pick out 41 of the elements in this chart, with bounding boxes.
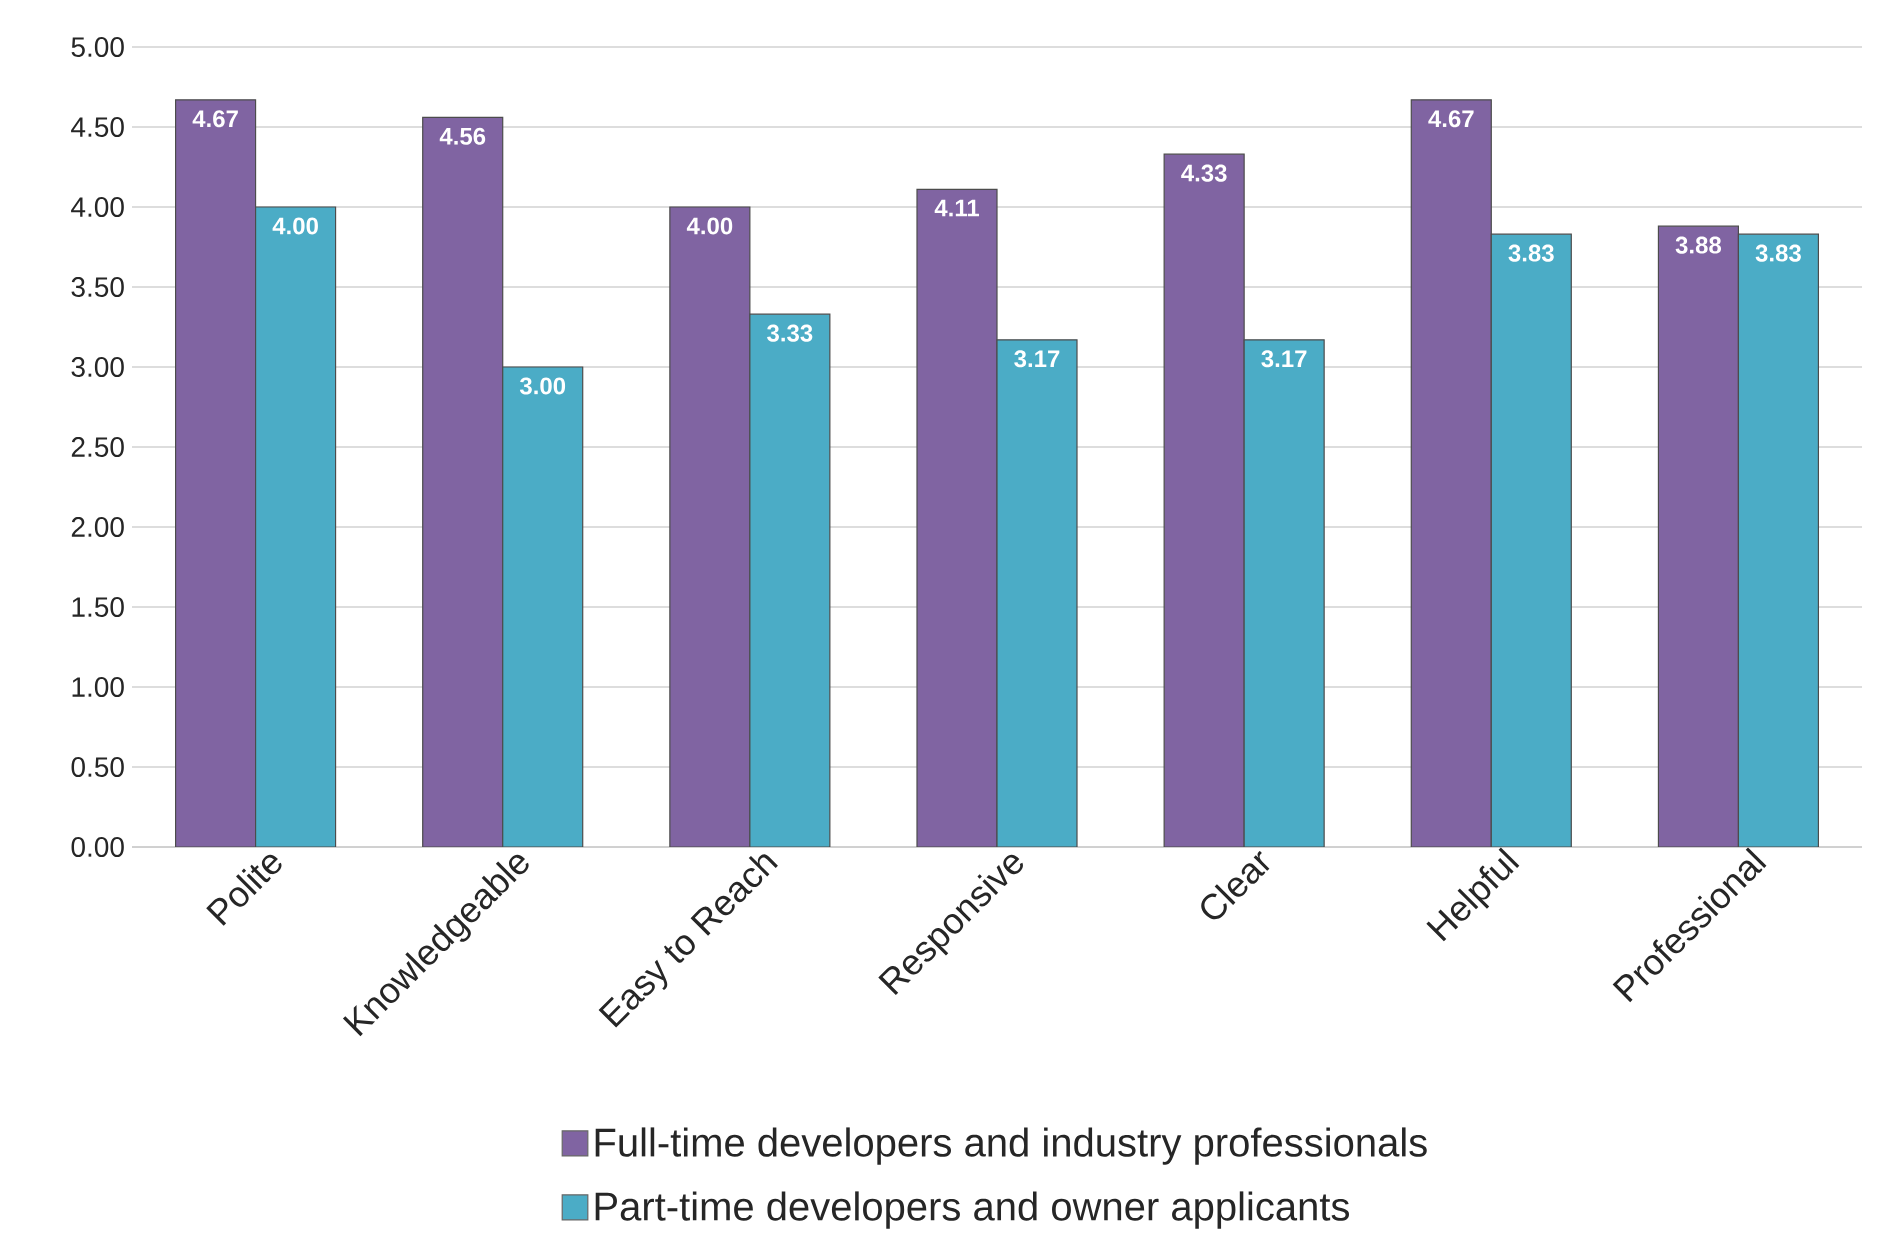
y-tick-label: 2.50 xyxy=(71,437,124,457)
bar xyxy=(1737,233,1820,847)
y-tick-label: 0.00 xyxy=(71,837,124,857)
bar xyxy=(1410,99,1492,847)
data-label: 4.00 xyxy=(272,217,318,235)
y-tick-label: 4.50 xyxy=(71,117,124,137)
bar xyxy=(174,99,257,847)
data-label: 4.33 xyxy=(1181,164,1227,182)
bar xyxy=(1243,339,1325,847)
data-label: 4.11 xyxy=(934,199,980,217)
data-label: 4.00 xyxy=(686,217,733,235)
data-label: 4.67 xyxy=(192,110,238,128)
bar xyxy=(669,206,751,847)
y-tick-label: 5.00 xyxy=(71,37,124,57)
legend-label: Full-time developers and industry professionals xyxy=(595,1127,1427,1165)
y-tick-label: 3.00 xyxy=(71,357,124,377)
data-label: 3.88 xyxy=(1675,236,1722,254)
data-label: 3.83 xyxy=(1755,244,1801,262)
bar xyxy=(502,366,584,847)
data-label: 4.67 xyxy=(1428,110,1474,128)
bar xyxy=(996,339,1078,847)
data-label: 3.17 xyxy=(1261,350,1307,368)
bar xyxy=(1163,153,1245,847)
y-tick-label: 3.50 xyxy=(71,277,124,297)
y-tick-label: 1.50 xyxy=(72,597,124,617)
data-label: 3.00 xyxy=(519,377,566,395)
y-tick-label: 2.00 xyxy=(71,517,124,537)
bar xyxy=(422,116,504,847)
data-label: 4.56 xyxy=(439,127,486,145)
y-tick-label: 1.00 xyxy=(72,677,124,697)
y-tick-label: 0.50 xyxy=(71,757,124,777)
bar xyxy=(1490,233,1572,847)
bar xyxy=(916,188,998,847)
bar xyxy=(1657,225,1740,847)
data-label: 3.33 xyxy=(767,324,813,342)
y-tick-label: 4.00 xyxy=(71,197,124,217)
data-label: 3.83 xyxy=(1508,244,1554,262)
legend-label: Part-time developers and owner applicants xyxy=(595,1191,1349,1229)
data-label: 3.17 xyxy=(1014,350,1060,368)
bar xyxy=(749,313,831,847)
bar xyxy=(254,206,337,847)
